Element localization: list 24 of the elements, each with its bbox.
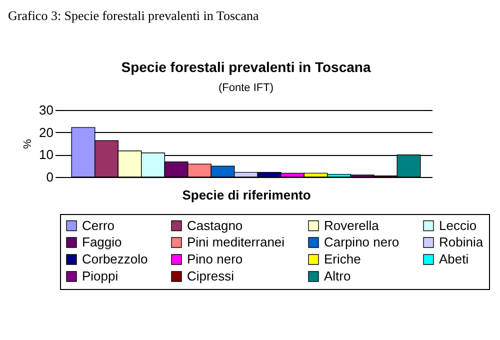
legend-label: Robinia — [439, 234, 484, 250]
y-tick-label: 0 — [46, 170, 54, 184]
y-axis-title: % — [22, 138, 34, 149]
legend-label: Castagno — [187, 218, 243, 233]
legend-label: Cipressi — [187, 268, 234, 284]
legend-label: Altro — [324, 268, 351, 284]
chart-title: Specie forestali prevalenti in Toscana — [121, 59, 371, 75]
legend-label: Faggio — [82, 234, 122, 250]
legend-label: Eriche — [324, 252, 361, 266]
y-tick-label: 20 — [39, 124, 54, 140]
legend-label: Cerro — [82, 218, 115, 233]
legend-label: Roverella — [324, 218, 380, 233]
legend-label: Pino nero — [187, 252, 243, 266]
legend-label: Corbezzolo — [82, 252, 148, 266]
y-tick-label: 30 — [39, 102, 54, 118]
text: Grafico 3: Specie forestali prevalenti in Toscana — [8, 8, 260, 23]
legend-label: Pioppi — [82, 268, 118, 284]
y-tick-label: 10 — [39, 147, 54, 162]
legend-label: Carpino nero — [324, 234, 400, 250]
x-axis-title: Specie di riferimento — [182, 188, 311, 202]
legend-label: Pini mediterranei — [187, 234, 285, 250]
legend-label: Leccio — [439, 218, 477, 233]
chart-subtitle: (Fonte IFT) — [218, 82, 274, 94]
legend-label: Abeti — [439, 252, 469, 266]
